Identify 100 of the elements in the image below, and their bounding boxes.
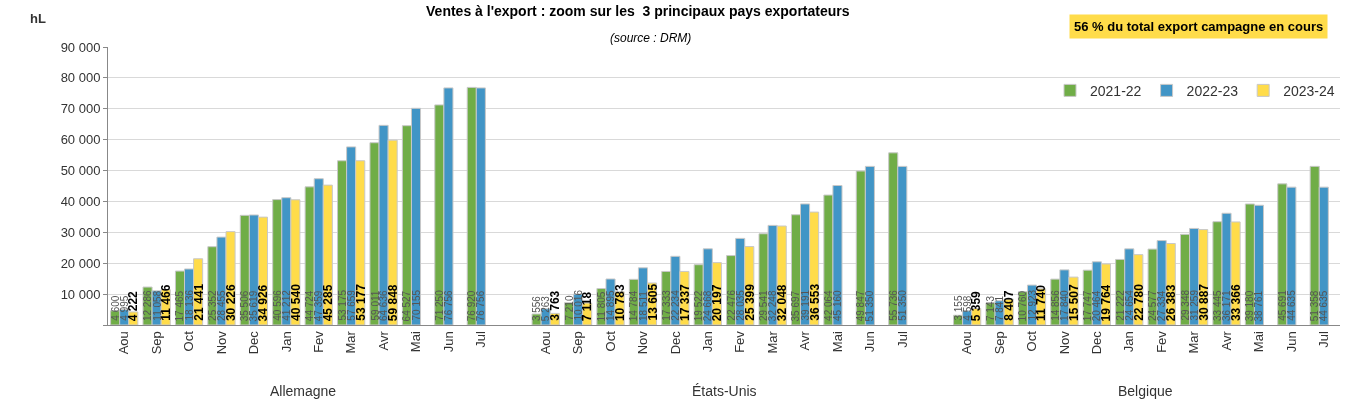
text: Allemagne (270, 383, 337, 399)
data-label: 22 476 (725, 289, 737, 321)
x-tick-label: Sep (991, 331, 1007, 355)
x-tick-label: Jan (700, 331, 716, 353)
x-tick-label: Jan (1121, 331, 1137, 353)
data-label: 45 160 (831, 289, 843, 321)
text: 56 % du total export campagne en cours (1074, 19, 1324, 34)
x-tick-label: Nov (1056, 330, 1072, 355)
data-label: 30 226 (224, 284, 239, 322)
y-tick-label: 30 000 (60, 224, 101, 240)
x-tick-label: Mar (1186, 330, 1202, 354)
data-label: 39 180 (1244, 290, 1256, 322)
x-tick-label: Avr (375, 330, 391, 351)
data-label: 76 756 (475, 290, 487, 322)
data-label: 42 064 (822, 289, 834, 321)
data-label: 53 175 (336, 289, 348, 321)
data-label: 51 358 (1309, 290, 1321, 322)
y-tick-label: 50 000 (60, 163, 101, 179)
data-label: 4 600 (109, 295, 121, 321)
x-tick-label: Mar (764, 330, 780, 354)
y-axis-title: hL (30, 11, 46, 26)
data-label: 7 143 (985, 295, 996, 321)
x-tick-label: Mai (1251, 331, 1267, 353)
data-label: 76 756 (442, 289, 454, 321)
x-tick-label: Dec (246, 330, 262, 355)
x-tick-label: Fev (732, 330, 748, 353)
data-label: 21 222 (1114, 289, 1126, 321)
x-tick-label: Aou (959, 331, 975, 355)
x-tick-label: Avr (1218, 330, 1234, 351)
data-label: 51 350 (864, 290, 876, 322)
data-label: 18 136 (183, 289, 195, 321)
data-label: 44 724 (304, 290, 316, 322)
data-label: 70 155 (410, 289, 422, 321)
chart-title: Ventes à l'export : zoom sur les 3 principaux pays exportateurs (426, 3, 850, 20)
data-label: 28 455 (215, 289, 227, 321)
x-tick-label: Jul (1316, 331, 1332, 348)
data-label: 31 259 (1188, 289, 1200, 321)
y-tick-label: 90 000 (60, 39, 101, 55)
chart-subtitle: (source : DRM) (610, 31, 692, 45)
data-label: 5 263 (540, 295, 552, 322)
data-label: 29 541 (758, 290, 770, 322)
x-tick-label: Fev (1153, 330, 1169, 353)
x-tick-label: Jul (894, 331, 910, 348)
data-label: 14 784 (628, 290, 640, 322)
data-label: 33 445 (1211, 289, 1223, 321)
x-tick-label: Avr (797, 330, 813, 351)
data-label: 38 761 (1253, 290, 1265, 322)
data-label: 7 841 (994, 295, 1006, 322)
data-label: 44 635 (1285, 289, 1297, 321)
data-label: 64 527 (401, 290, 413, 322)
x-tick-label: Nov (635, 330, 651, 355)
data-label: 25 352 (206, 289, 218, 321)
legend-label: 2021-22 (1090, 82, 1142, 99)
data-label: 59 011 (369, 290, 381, 321)
legend-label: 2022-23 (1186, 82, 1239, 99)
data-label: 18 511 (637, 290, 649, 321)
x-tick-label: Oct (1024, 330, 1040, 352)
data-label: 14 856 (1049, 289, 1061, 321)
data-label: 11 805 (596, 291, 608, 322)
data-label: 12 286 (142, 290, 154, 322)
y-tick-label: 40 000 (60, 193, 101, 209)
data-label: 29 348 (1179, 289, 1191, 321)
data-label: 28 035 (734, 289, 746, 321)
text: Belgique (1118, 383, 1173, 399)
x-tick-label: Jun (1283, 331, 1299, 353)
data-label: 22 234 (669, 289, 681, 321)
y-tick-label: 20 000 (60, 255, 101, 271)
data-label: 45 691 (1276, 289, 1288, 321)
data-label: 7 210 (563, 295, 575, 321)
data-label: 10 760 (1017, 290, 1029, 322)
data-label: 24 654 (1123, 289, 1135, 321)
x-tick-label: Sep (148, 331, 164, 355)
data-label: 39 191 (799, 289, 811, 321)
text: États-Unis (692, 383, 757, 399)
y-tick-label: 60 000 (60, 132, 101, 148)
y-tick-label: 70 000 (60, 101, 101, 117)
data-label: 71 250 (433, 289, 445, 321)
data-label: 17 747 (1082, 290, 1094, 322)
x-tick-label: Mai (408, 331, 424, 353)
data-label: 17 333 (660, 289, 672, 321)
data-label: 57 659 (345, 289, 357, 321)
y-tick-label: 80 000 (60, 70, 101, 86)
data-label: 3 155 (952, 295, 964, 321)
x-tick-label: Nov (213, 330, 229, 355)
data-label: 35 697 (790, 290, 802, 322)
data-label: 51 350 (896, 289, 908, 321)
y-tick-label: 10 000 (60, 286, 101, 302)
x-tick-label: Jan (278, 331, 294, 353)
x-tick-label: Sep (570, 331, 586, 355)
data-label: 35 506 (239, 290, 251, 322)
x-tick-label: Aou (537, 331, 553, 355)
x-tick-label: Jun (440, 331, 456, 353)
data-label: 19 522 (693, 290, 705, 322)
legend-label: 2023-24 (1283, 82, 1335, 99)
x-tick-label: Jun (862, 331, 878, 353)
data-label: 40 596 (271, 289, 283, 321)
data-label: 44 635 (1318, 290, 1330, 322)
x-tick-label: Jul (473, 331, 489, 348)
x-tick-label: Dec (1089, 330, 1105, 355)
data-label: 76 920 (466, 290, 478, 322)
